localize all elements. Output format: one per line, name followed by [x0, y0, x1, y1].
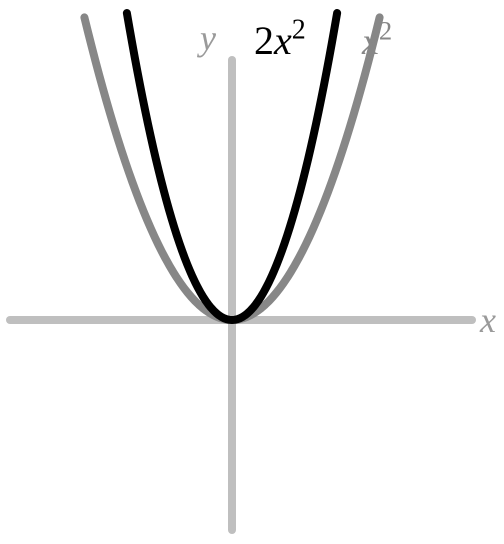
label-two_x_squared: 2x2: [254, 15, 306, 63]
parabola-chart: x y x2 2x2: [0, 0, 504, 544]
label-x_squared: x2: [361, 15, 392, 63]
x-axis-label: x: [479, 300, 496, 340]
y-axis-label: y: [197, 18, 216, 58]
